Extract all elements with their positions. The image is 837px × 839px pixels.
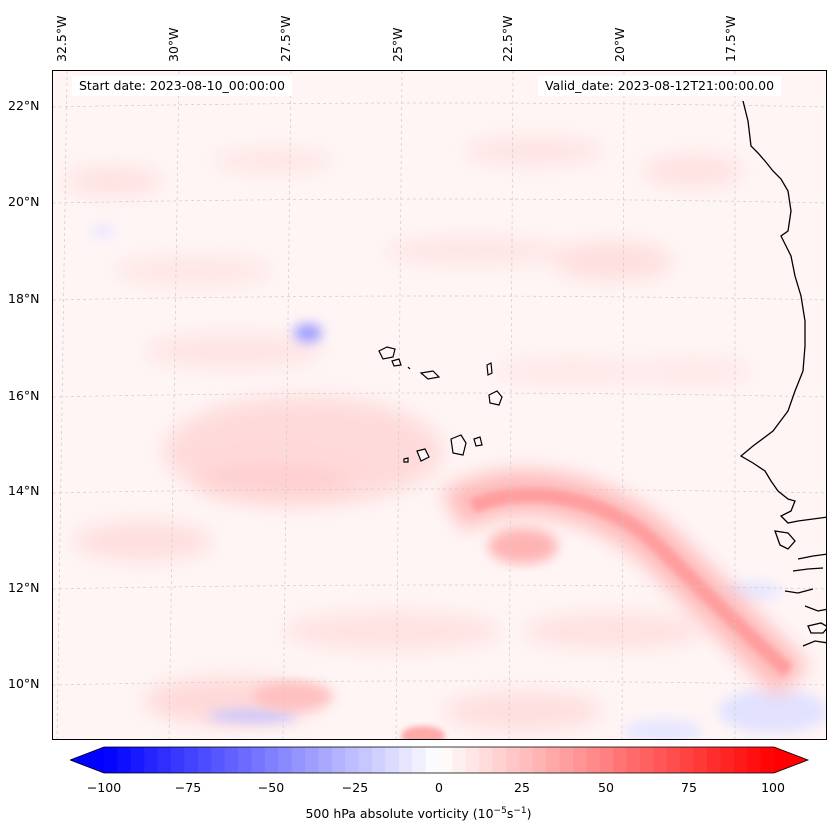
colorbar-segment — [345, 747, 360, 773]
colorbar-segment — [613, 747, 628, 773]
colorbar-segment — [680, 747, 695, 773]
colorbar-segment — [559, 747, 574, 773]
colorbar-segment — [251, 747, 266, 773]
colorbar-segment — [666, 747, 681, 773]
lon-label: 30°W — [166, 27, 181, 62]
colorbar-tick-label: 25 — [514, 780, 530, 795]
colorbar-tick-label: −25 — [341, 780, 369, 795]
colorbar-tick-label: −75 — [174, 780, 202, 795]
colorbar-segment — [278, 747, 293, 773]
lon-label: 27.5°W — [278, 15, 293, 62]
colorbar-tick-label: 75 — [681, 780, 697, 795]
colorbar-segment — [238, 747, 252, 773]
colorbar-segment — [184, 747, 199, 773]
coastline — [739, 100, 826, 647]
colorbar-segment — [733, 747, 748, 773]
colorbar-segment — [465, 747, 480, 773]
colorbar-segment — [157, 747, 172, 773]
colorbar-segment — [130, 747, 145, 773]
colorbar — [70, 746, 810, 774]
valid-date-label: Valid_date: 2023-08-12T21:00:00.00 — [538, 76, 782, 96]
colorbar-segment — [492, 747, 507, 773]
lon-label: 22.5°W — [500, 15, 515, 62]
colorbar-segment — [519, 747, 534, 773]
lon-label: 17.5°W — [723, 15, 738, 62]
colorbar-segment — [291, 747, 306, 773]
colorbar-outline — [70, 746, 810, 774]
colorbar-segment — [358, 747, 373, 773]
lon-label: 25°W — [390, 27, 405, 62]
colorbar-segment — [224, 747, 239, 773]
colorbar-tick-label: 100 — [761, 780, 785, 795]
colorbar-segment — [264, 747, 279, 773]
lat-label: 12°N — [8, 580, 40, 595]
lon-label: 32.5°W — [54, 15, 69, 62]
colorbar-segment — [760, 747, 775, 773]
map-panel[interactable] — [52, 70, 827, 740]
colorbar-segment — [640, 747, 654, 773]
colorbar-segment — [372, 747, 386, 773]
vorticity-band — [253, 470, 809, 739]
colorbar-segment — [720, 747, 735, 773]
colorbar-label: 500 hPa absolute vorticity (10−5s−1) — [305, 806, 532, 822]
colorbar-segment — [653, 747, 668, 773]
lat-label: 18°N — [8, 291, 40, 306]
colorbar-tick-label: 0 — [435, 780, 443, 795]
colorbar-segment — [586, 747, 601, 773]
lon-label: 20°W — [612, 27, 627, 62]
colorbar-segment — [385, 747, 400, 773]
colorbar-segment — [425, 747, 440, 773]
lat-label: 22°N — [8, 98, 40, 113]
start-date-label: Start date: 2023-08-10_00:00:00 — [72, 76, 292, 96]
colorbar-segment — [452, 747, 467, 773]
lat-label: 10°N — [8, 676, 40, 691]
colorbar-tick-label: −100 — [86, 780, 122, 795]
colorbar-segment — [211, 747, 226, 773]
colorbar-segment — [398, 747, 413, 773]
colorbar-segment — [546, 747, 561, 773]
colorbar-segment — [479, 747, 494, 773]
colorbar-segment — [104, 747, 118, 773]
colorbar-segment — [747, 747, 762, 773]
colorbar-segment — [626, 747, 641, 773]
lat-label: 20°N — [8, 194, 40, 209]
cape-verde-islands — [378, 346, 503, 463]
lat-label: 16°N — [8, 388, 40, 403]
colorbar-segment — [171, 747, 185, 773]
colorbar-segment — [144, 747, 159, 773]
colorbar-extend-min — [70, 747, 104, 773]
colorbar-segment — [197, 747, 212, 773]
colorbar-tick-label: 50 — [598, 780, 614, 795]
colorbar-segment — [707, 747, 721, 773]
lat-label: 14°N — [8, 483, 40, 498]
graticule — [53, 71, 826, 739]
colorbar-segment — [412, 747, 427, 773]
colorbar-tick-label: −50 — [257, 780, 285, 795]
colorbar-segment — [331, 747, 346, 773]
colorbar-segment — [693, 747, 708, 773]
colorbar-segment — [506, 747, 520, 773]
colorbar-segment — [318, 747, 333, 773]
colorbar-segment — [117, 747, 132, 773]
colorbar-extend-max — [774, 747, 808, 773]
colorbar-segment — [439, 747, 453, 773]
vorticity-map — [53, 71, 826, 739]
colorbar-segment — [573, 747, 587, 773]
colorbar-segment — [599, 747, 614, 773]
colorbar-segment — [305, 747, 319, 773]
colorbar-segment — [532, 747, 547, 773]
